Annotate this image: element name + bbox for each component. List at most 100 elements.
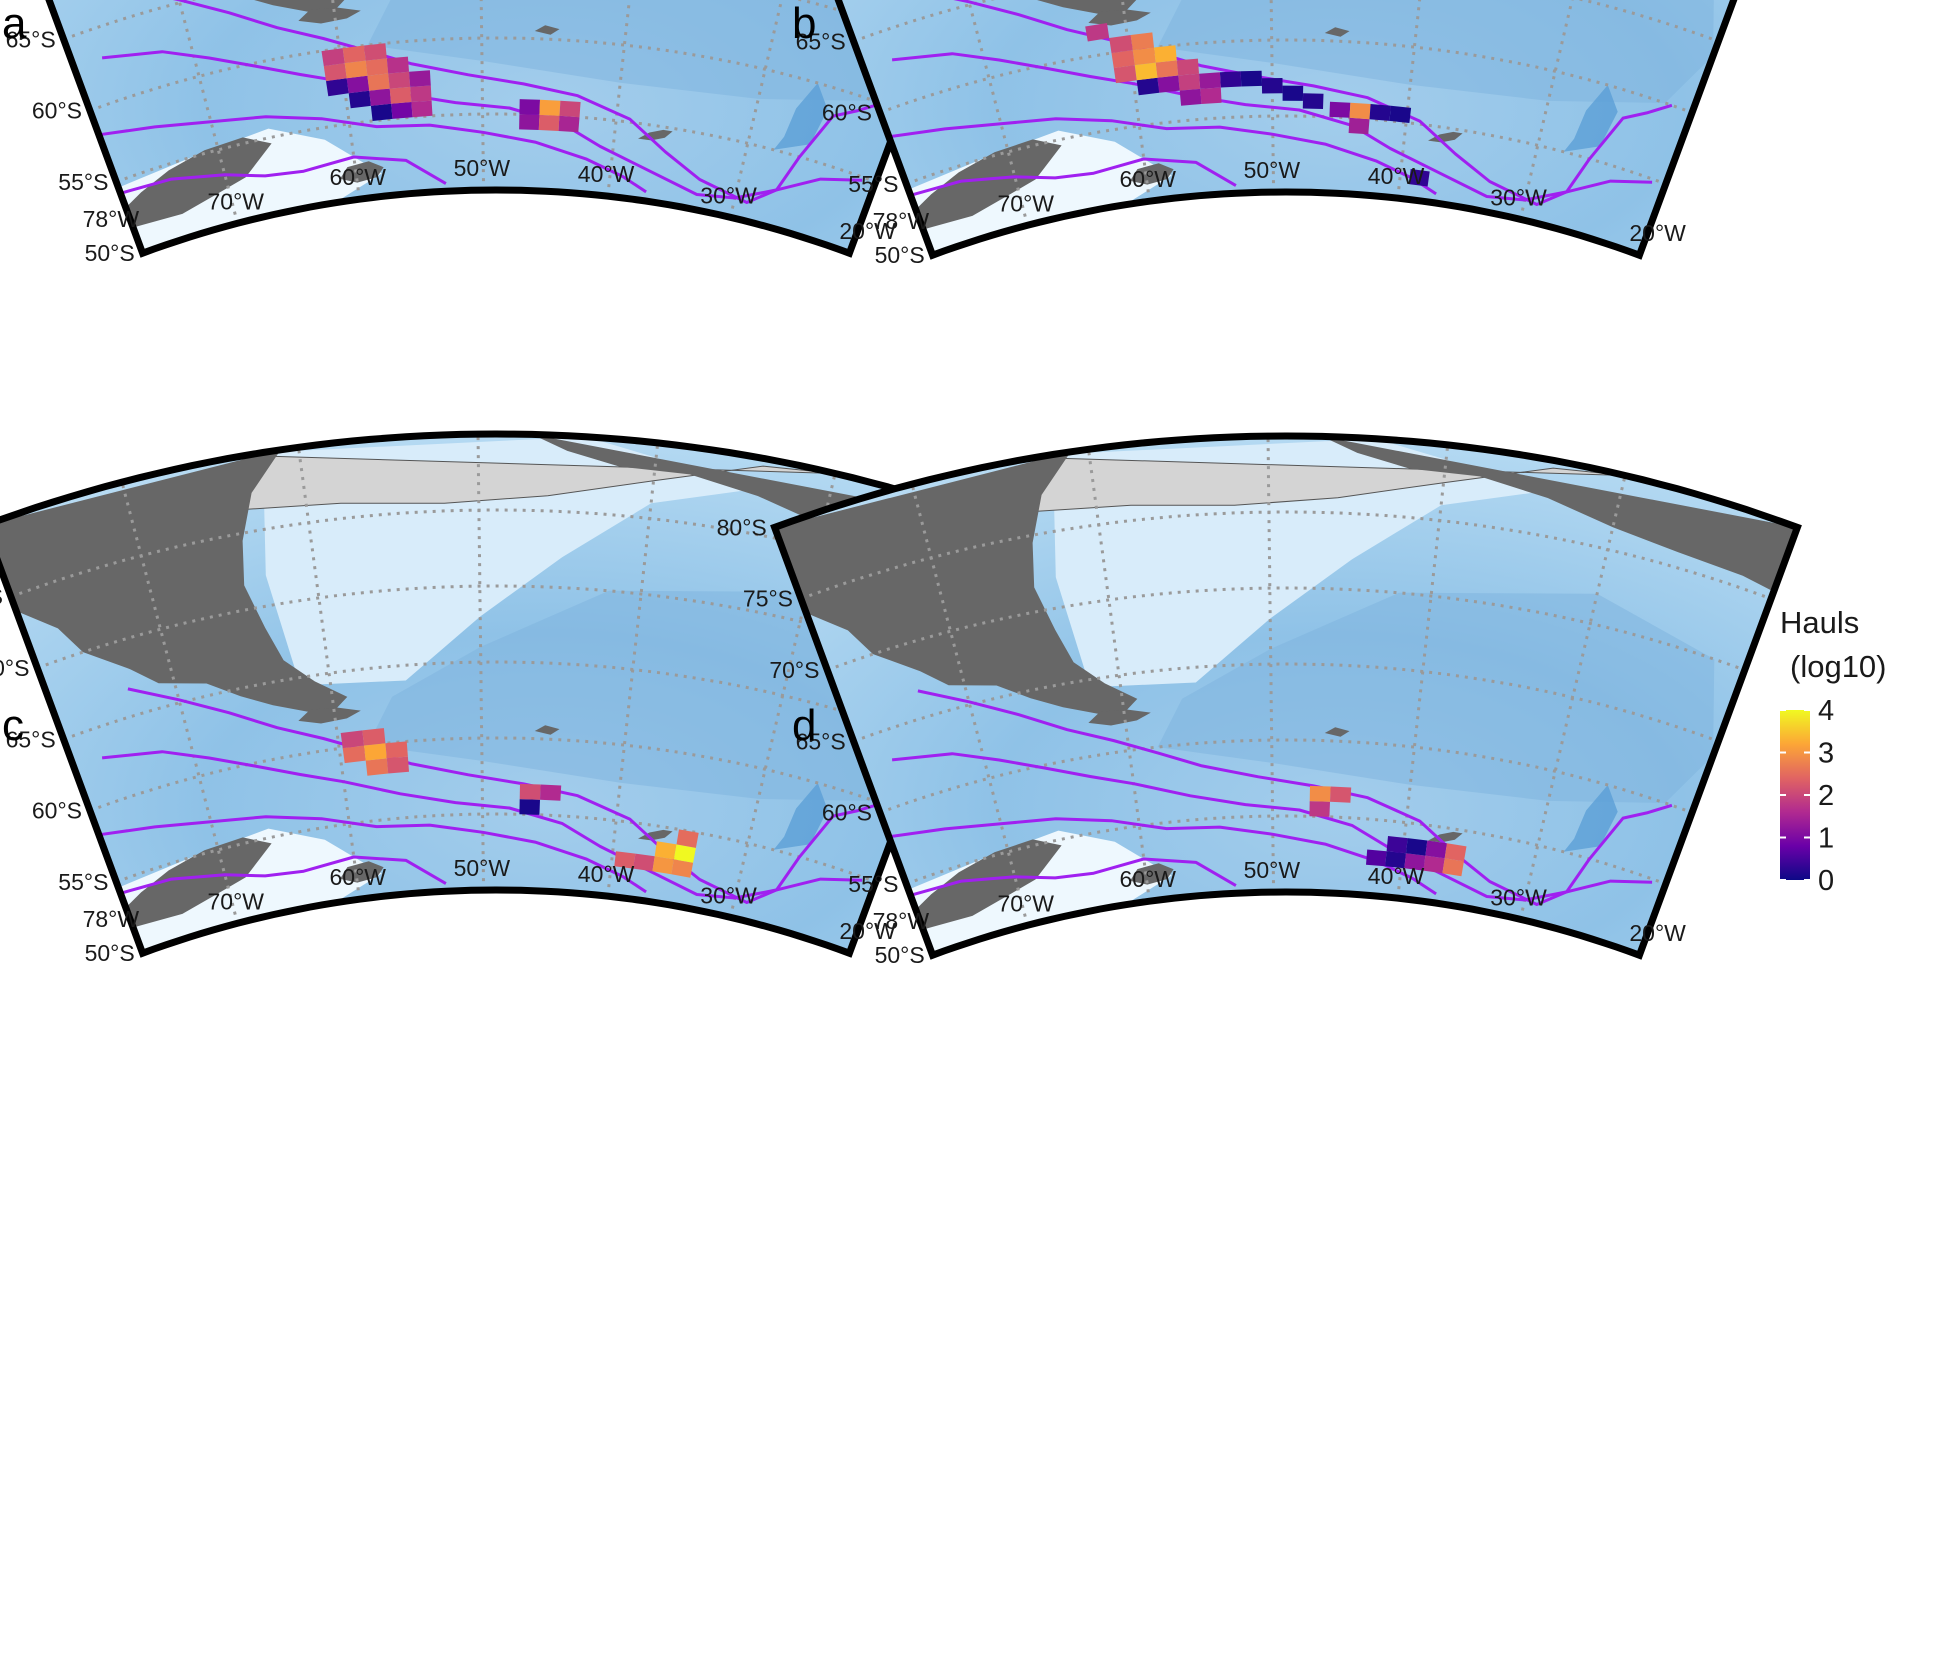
map-clip: [0, 434, 1008, 954]
lon-tick-label: 50°W: [454, 855, 511, 881]
south-georgia: [1428, 131, 1463, 143]
graticule: [853, 0, 1719, 226]
lon-tick-label: 60°W: [330, 164, 387, 190]
weddell-basin: [1157, 592, 1715, 803]
lat-tick-label: 55°S: [848, 871, 898, 897]
ocean-background: [774, 0, 1798, 256]
front-line: [888, 117, 1437, 196]
sandwich-trench: [1563, 785, 1618, 852]
parallel-line: [826, 586, 1746, 672]
haul-cell: [1179, 88, 1202, 106]
patagonian-shelf: [908, 130, 1172, 256]
lon-tick-label: 60°W: [1120, 866, 1177, 892]
parallel-line: [89, 736, 903, 813]
lon-tick-label: 30°W: [1490, 884, 1547, 910]
lon-tick-label: 70°W: [208, 188, 265, 214]
parallel-line: [63, 660, 929, 741]
front-line: [891, 752, 1653, 902]
front-line: [101, 50, 863, 200]
haul-cell: [1155, 60, 1179, 78]
falkland-islands: [1130, 863, 1174, 885]
haul-cell: [1366, 849, 1387, 867]
sandwich-trench: [773, 783, 828, 850]
map-body: 78°W70°W60°W 50°W 40°W30°W20°W50°S55°S60°S…: [774, 0, 1798, 268]
lon-tick-label: 78°W: [873, 208, 930, 234]
parallel-line: [879, 738, 1693, 815]
sandwich-trench: [773, 83, 828, 150]
front-line: [127, 0, 883, 204]
legend-ticks: 0 1 2 3 4: [1780, 695, 1834, 897]
parallel-line: [115, 112, 877, 184]
haul-cell: [411, 100, 433, 118]
lon-tick-label: 20°W: [839, 918, 896, 944]
haul-cell: [346, 75, 370, 94]
east-antarctica: [1322, 436, 1798, 592]
graticule: [63, 0, 929, 224]
south-america: [915, 139, 1062, 230]
panel-c: 78°W70°W60°W 50°W 40°W30°W20°W50°S55°S60°S…: [0, 430, 1012, 966]
panel-label: a: [2, 0, 27, 48]
lat-tick-label: 65°S: [796, 28, 846, 54]
haul-cell: [344, 60, 368, 79]
south-america: [125, 137, 272, 228]
front-line: [120, 155, 447, 195]
south-shetland-islands: [1088, 9, 1151, 26]
lat-tick-label: 50°S: [85, 940, 135, 966]
haul-cell: [540, 784, 562, 801]
haul-cell: [538, 114, 560, 131]
haul-cell: [386, 756, 409, 774]
haul-cell: [1199, 72, 1221, 89]
haul-cell: [673, 844, 696, 863]
haul-cell: [1309, 785, 1331, 802]
lat-tick-label: 55°S: [58, 169, 108, 195]
haul-cell: [1348, 117, 1370, 135]
haul-cell: [410, 85, 432, 102]
front-line: [891, 52, 1653, 202]
tick-labels: 78°W70°W60°W 50°W 40°W30°W20°W50°S55°S60°S…: [796, 28, 1687, 268]
lat-tick-label: 70°S: [769, 657, 819, 683]
haul-cell: [1200, 87, 1222, 104]
haul-cell: [1261, 78, 1283, 94]
parallel-line: [800, 510, 1772, 601]
front-line: [101, 750, 863, 900]
south-georgia: [638, 829, 673, 841]
lon-tick-label: 30°W: [1490, 184, 1547, 210]
parallel-line: [10, 508, 982, 599]
lon-tick-label: 40°W: [578, 161, 635, 187]
haul-cell: [1389, 105, 1412, 123]
haul-cell: [614, 851, 636, 869]
legend: Hauls (log10) 0 1 2 3 4: [1780, 605, 1887, 897]
haul-cell: [559, 100, 581, 118]
haul-cell: [1330, 786, 1352, 803]
fronts: [98, 687, 883, 904]
weddell-basin: [367, 590, 925, 801]
lon-tick-label: 78°W: [83, 206, 140, 232]
front-line: [127, 687, 883, 904]
haul-cell: [654, 841, 677, 860]
lon-tick-label: 60°W: [330, 864, 387, 890]
parallel-line: [905, 814, 1667, 886]
south-shetland-islands: [1088, 709, 1151, 726]
panel-label: c: [2, 701, 24, 750]
front-line: [120, 855, 447, 895]
haul-cell: [558, 115, 580, 133]
parallel-line: [879, 38, 1693, 115]
haul-cell: [1240, 70, 1262, 87]
tick-labels: 78°W70°W60°W 50°W 40°W30°W20°W50°S55°S60°S…: [6, 26, 897, 266]
haul-cell: [386, 56, 409, 74]
ocean-background: [0, 0, 1008, 254]
haul-cell: [1282, 85, 1304, 101]
legend-tick-label: 1: [1818, 823, 1834, 855]
haul-cell: [671, 859, 694, 878]
haul-cell: [1176, 58, 1199, 76]
haul-cell: [365, 58, 389, 76]
lon-tick-label: 30°W: [700, 882, 757, 908]
legend-tick-label: 4: [1818, 695, 1834, 727]
parallel-line: [905, 114, 1667, 186]
antarctic-peninsula: [774, 451, 1138, 715]
south-orkney-islands: [1324, 27, 1350, 37]
lon-tick-label: 50°W: [454, 155, 511, 181]
lon-tick-label: 70°W: [998, 190, 1055, 216]
falkland-islands: [1130, 163, 1174, 185]
haul-cell: [388, 71, 411, 89]
